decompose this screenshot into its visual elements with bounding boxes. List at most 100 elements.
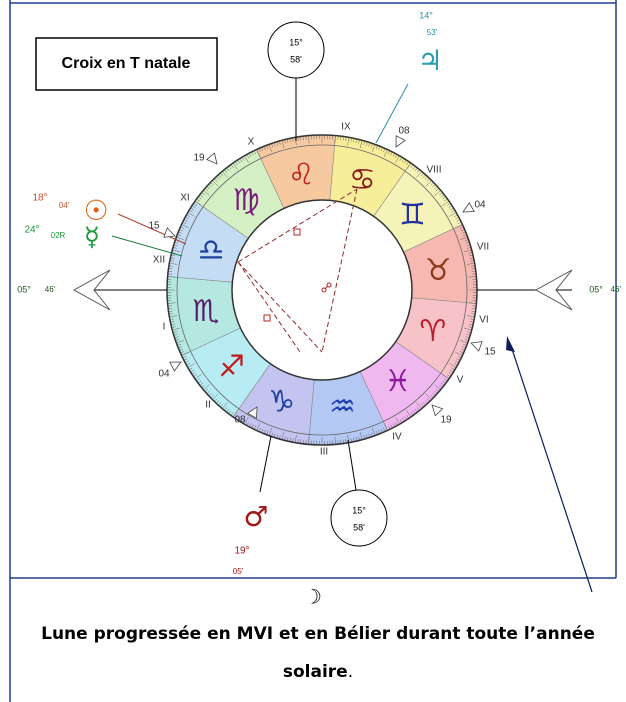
dsc-min: 46' xyxy=(611,285,622,294)
caption-line: Lune progressée en MVI et en Bélier dura… xyxy=(41,624,595,644)
tick xyxy=(222,171,228,178)
tick xyxy=(244,155,249,163)
asc-min: 46' xyxy=(45,285,56,294)
mercury-glyph: ☿ xyxy=(84,223,100,253)
sign-glyph: ♓ xyxy=(384,364,411,399)
sign-glyph: ♉ xyxy=(425,253,452,288)
cusp-marker xyxy=(470,341,483,352)
tick xyxy=(442,200,450,206)
square-aspect xyxy=(263,314,271,322)
sign-glyph: ♑ xyxy=(268,384,295,419)
mercury-deg: 24° xyxy=(24,225,39,236)
tick xyxy=(181,224,189,229)
caption-line: solaire. xyxy=(283,662,353,682)
tick xyxy=(212,180,219,187)
house-number: VIII xyxy=(426,165,441,176)
sign-glyph: ♏ xyxy=(192,294,219,329)
house-number: X xyxy=(248,137,255,148)
tick xyxy=(434,384,441,390)
sign-glyph: ♊ xyxy=(399,198,426,233)
asc-deg: 05° xyxy=(17,284,31,294)
wheel: ♌ ♋ ♊ ♉ ♈♓ ♒ ♑ ♐ ♏ ♎♍ xyxy=(166,134,478,446)
sign-glyph: ♌ xyxy=(288,157,315,192)
sign-glyph: ♎ xyxy=(198,233,225,268)
opposition-aspect xyxy=(321,282,332,293)
tick xyxy=(395,155,400,163)
ic-line xyxy=(347,439,357,491)
jupiter-line xyxy=(375,83,409,144)
tick xyxy=(256,149,261,157)
tick xyxy=(463,249,472,253)
tick xyxy=(203,190,210,196)
tick xyxy=(187,212,195,217)
tick xyxy=(455,351,463,356)
sun-glyph: ☉ xyxy=(83,194,108,227)
house-number: IX xyxy=(341,122,351,133)
tick xyxy=(172,327,181,331)
sign-glyph: ♋ xyxy=(349,163,376,198)
mars-line xyxy=(259,435,272,493)
tick xyxy=(442,374,450,380)
mars-deg: 19° xyxy=(234,546,249,557)
mc-circle xyxy=(267,21,325,79)
tick xyxy=(308,135,310,144)
tick xyxy=(359,140,363,149)
tick xyxy=(176,340,184,344)
tick xyxy=(194,374,202,380)
tick xyxy=(383,149,388,157)
cusp-degree: 15 xyxy=(484,347,496,358)
title: Croix en T natale xyxy=(62,55,191,72)
sign-glyph: ♒ xyxy=(329,390,356,425)
cusp-degree: 04 xyxy=(474,200,486,211)
cusp-marker xyxy=(395,135,406,148)
tick xyxy=(395,417,400,425)
jupiter-glyph: ♃ xyxy=(417,44,442,77)
tick xyxy=(308,436,310,445)
cusp-degree: 19 xyxy=(193,153,205,164)
caption-end: . xyxy=(348,662,353,682)
house-number: XI xyxy=(180,193,189,204)
house-number: VI xyxy=(479,315,488,326)
sign-glyph: ♍ xyxy=(233,183,260,218)
moon-glyph: ☽ xyxy=(304,585,322,609)
mars-min: 05' xyxy=(233,567,244,576)
tick xyxy=(372,144,376,152)
tick xyxy=(425,393,432,400)
sign-glyph: ♈ xyxy=(419,314,446,349)
tick xyxy=(460,340,468,344)
tick xyxy=(172,249,181,253)
tick xyxy=(463,327,472,331)
tick xyxy=(222,402,228,409)
tick xyxy=(268,144,272,152)
tick xyxy=(187,363,195,368)
tick xyxy=(203,384,210,390)
dsc-deg: 05° xyxy=(589,284,603,294)
tick xyxy=(460,236,468,240)
house-number: IV xyxy=(392,432,402,443)
tick xyxy=(167,302,176,304)
cusp-degree: 08 xyxy=(398,126,410,137)
tick xyxy=(334,436,336,445)
house-number: V xyxy=(457,375,464,386)
cusp-degree: 04 xyxy=(158,369,170,380)
cusp-degree: 15 xyxy=(148,221,160,232)
tick xyxy=(194,200,202,206)
tick xyxy=(455,224,463,229)
cusp-degree: 19 xyxy=(440,415,452,426)
tick xyxy=(416,402,422,409)
tick xyxy=(466,262,475,265)
mercury-min: 02R xyxy=(51,231,66,240)
house-number: XII xyxy=(153,255,165,266)
cusp-marker xyxy=(206,152,218,165)
ic-min: 58' xyxy=(353,522,365,532)
cusp-marker xyxy=(431,404,444,417)
jupiter-deg: 14° xyxy=(419,10,433,20)
jupiter-min: 53' xyxy=(427,28,438,37)
house-number: III xyxy=(320,447,328,458)
mc-deg: 15° xyxy=(289,37,303,47)
tick xyxy=(416,171,422,178)
tick xyxy=(232,410,238,418)
tick xyxy=(372,428,376,436)
mars-glyph: ♂ xyxy=(243,500,268,533)
tick xyxy=(176,236,184,240)
